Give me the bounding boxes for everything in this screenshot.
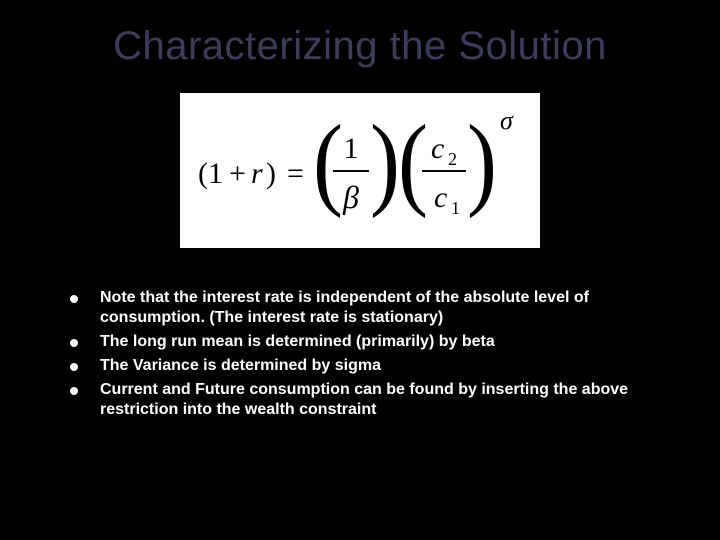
slide: Characterizing the Solution (1 + r ) = (… xyxy=(0,0,720,540)
bullet-list: Note that the interest rate is independe… xyxy=(0,288,720,420)
eq-paren1-l: ( xyxy=(313,104,343,218)
bullet-icon xyxy=(70,295,78,303)
eq-t2-num-sub: 2 xyxy=(448,149,457,169)
list-item: The Variance is determined by sigma xyxy=(70,356,660,376)
eq-paren2-l: ( xyxy=(398,104,428,218)
bullet-text: The long run mean is determined (primari… xyxy=(100,332,495,352)
eq-equals: = xyxy=(287,157,304,190)
bullet-icon xyxy=(70,339,78,347)
eq-t2-den-sub: 1 xyxy=(451,198,460,218)
eq-t1-num: 1 xyxy=(344,132,359,165)
equation-svg: (1 + r ) = ( 1 β ) ( c 2 c 1 ) σ xyxy=(190,103,530,238)
eq-r: r xyxy=(251,157,263,190)
equation-box: (1 + r ) = ( 1 β ) ( c 2 c 1 ) σ xyxy=(180,93,540,248)
eq-t1-den: β xyxy=(342,179,359,215)
eq-lhs-close: ) xyxy=(266,157,276,190)
eq-plus: + xyxy=(229,157,246,190)
list-item: The long run mean is determined (primari… xyxy=(70,332,660,352)
eq-lhs: (1 xyxy=(198,157,223,190)
slide-title: Characterizing the Solution xyxy=(40,24,680,69)
bullet-text: Current and Future consumption can be fo… xyxy=(100,380,660,420)
bullet-icon xyxy=(70,363,78,371)
list-item: Current and Future consumption can be fo… xyxy=(70,380,660,420)
bullet-text: The Variance is determined by sigma xyxy=(100,356,381,376)
eq-paren2-r: ) xyxy=(467,104,497,218)
bullet-text: Note that the interest rate is independe… xyxy=(100,288,660,328)
eq-t2-num: c xyxy=(431,132,444,165)
bullet-icon xyxy=(70,387,78,395)
list-item: Note that the interest rate is independe… xyxy=(70,288,660,328)
eq-paren1-r: ) xyxy=(370,104,400,218)
eq-t2-den: c xyxy=(434,181,447,214)
eq-exponent: σ xyxy=(500,106,514,135)
